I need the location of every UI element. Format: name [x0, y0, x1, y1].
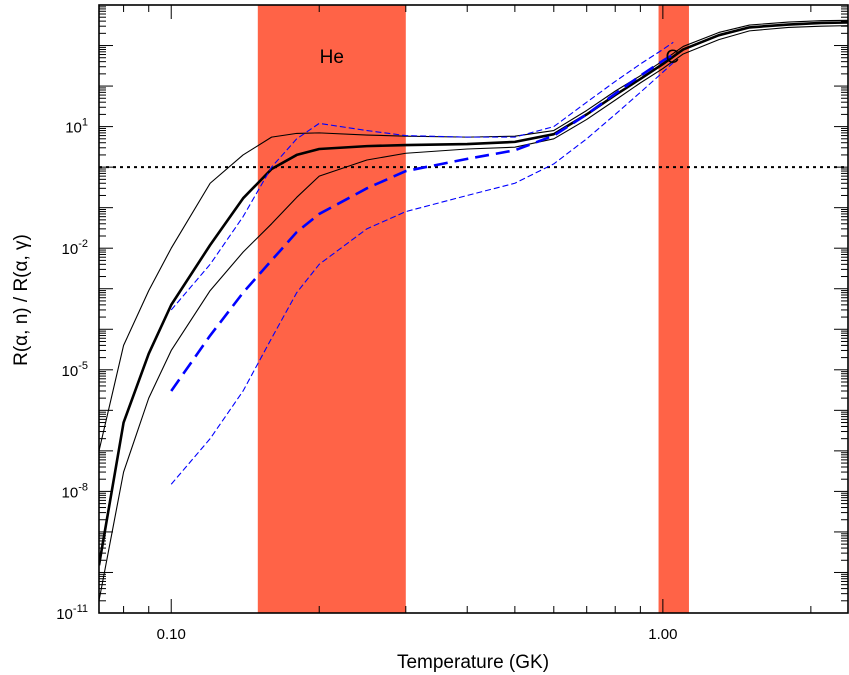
y-tick-label: 10-5	[62, 360, 88, 380]
series-layer	[99, 19, 848, 601]
band-label-c: C	[666, 47, 680, 68]
series-thin-dashed-upper	[170, 41, 674, 311]
series-thick-dashed	[170, 53, 674, 392]
ticks-layer	[99, 4, 848, 614]
series-thin-solid-lower	[99, 25, 848, 601]
y-tick-label: 10-11	[56, 603, 88, 623]
y-tick-label: 10-2	[62, 238, 88, 258]
band-label-he: He	[320, 47, 344, 68]
labels-layer: He C 0.10 1.00 10-11 10-8 10-5 10-2 101	[56, 47, 679, 643]
series-thin-dashed-lower	[170, 62, 674, 485]
band-he	[257, 5, 406, 613]
x-tick-label: 1.00	[648, 626, 677, 643]
bands-layer	[257, 5, 689, 613]
y-axis-title: R(α, n) / R(α, γ)	[11, 234, 32, 366]
band-c	[658, 5, 689, 613]
y-tick-label: 101	[65, 117, 88, 137]
series-thick-solid	[99, 21, 848, 566]
series-thin-solid-upper	[99, 19, 848, 451]
x-tick-label: 0.10	[157, 626, 186, 643]
x-axis-title: Temperature (GK)	[397, 652, 549, 673]
plot-frame	[98, 4, 849, 614]
y-tick-label: 10-8	[62, 481, 88, 501]
